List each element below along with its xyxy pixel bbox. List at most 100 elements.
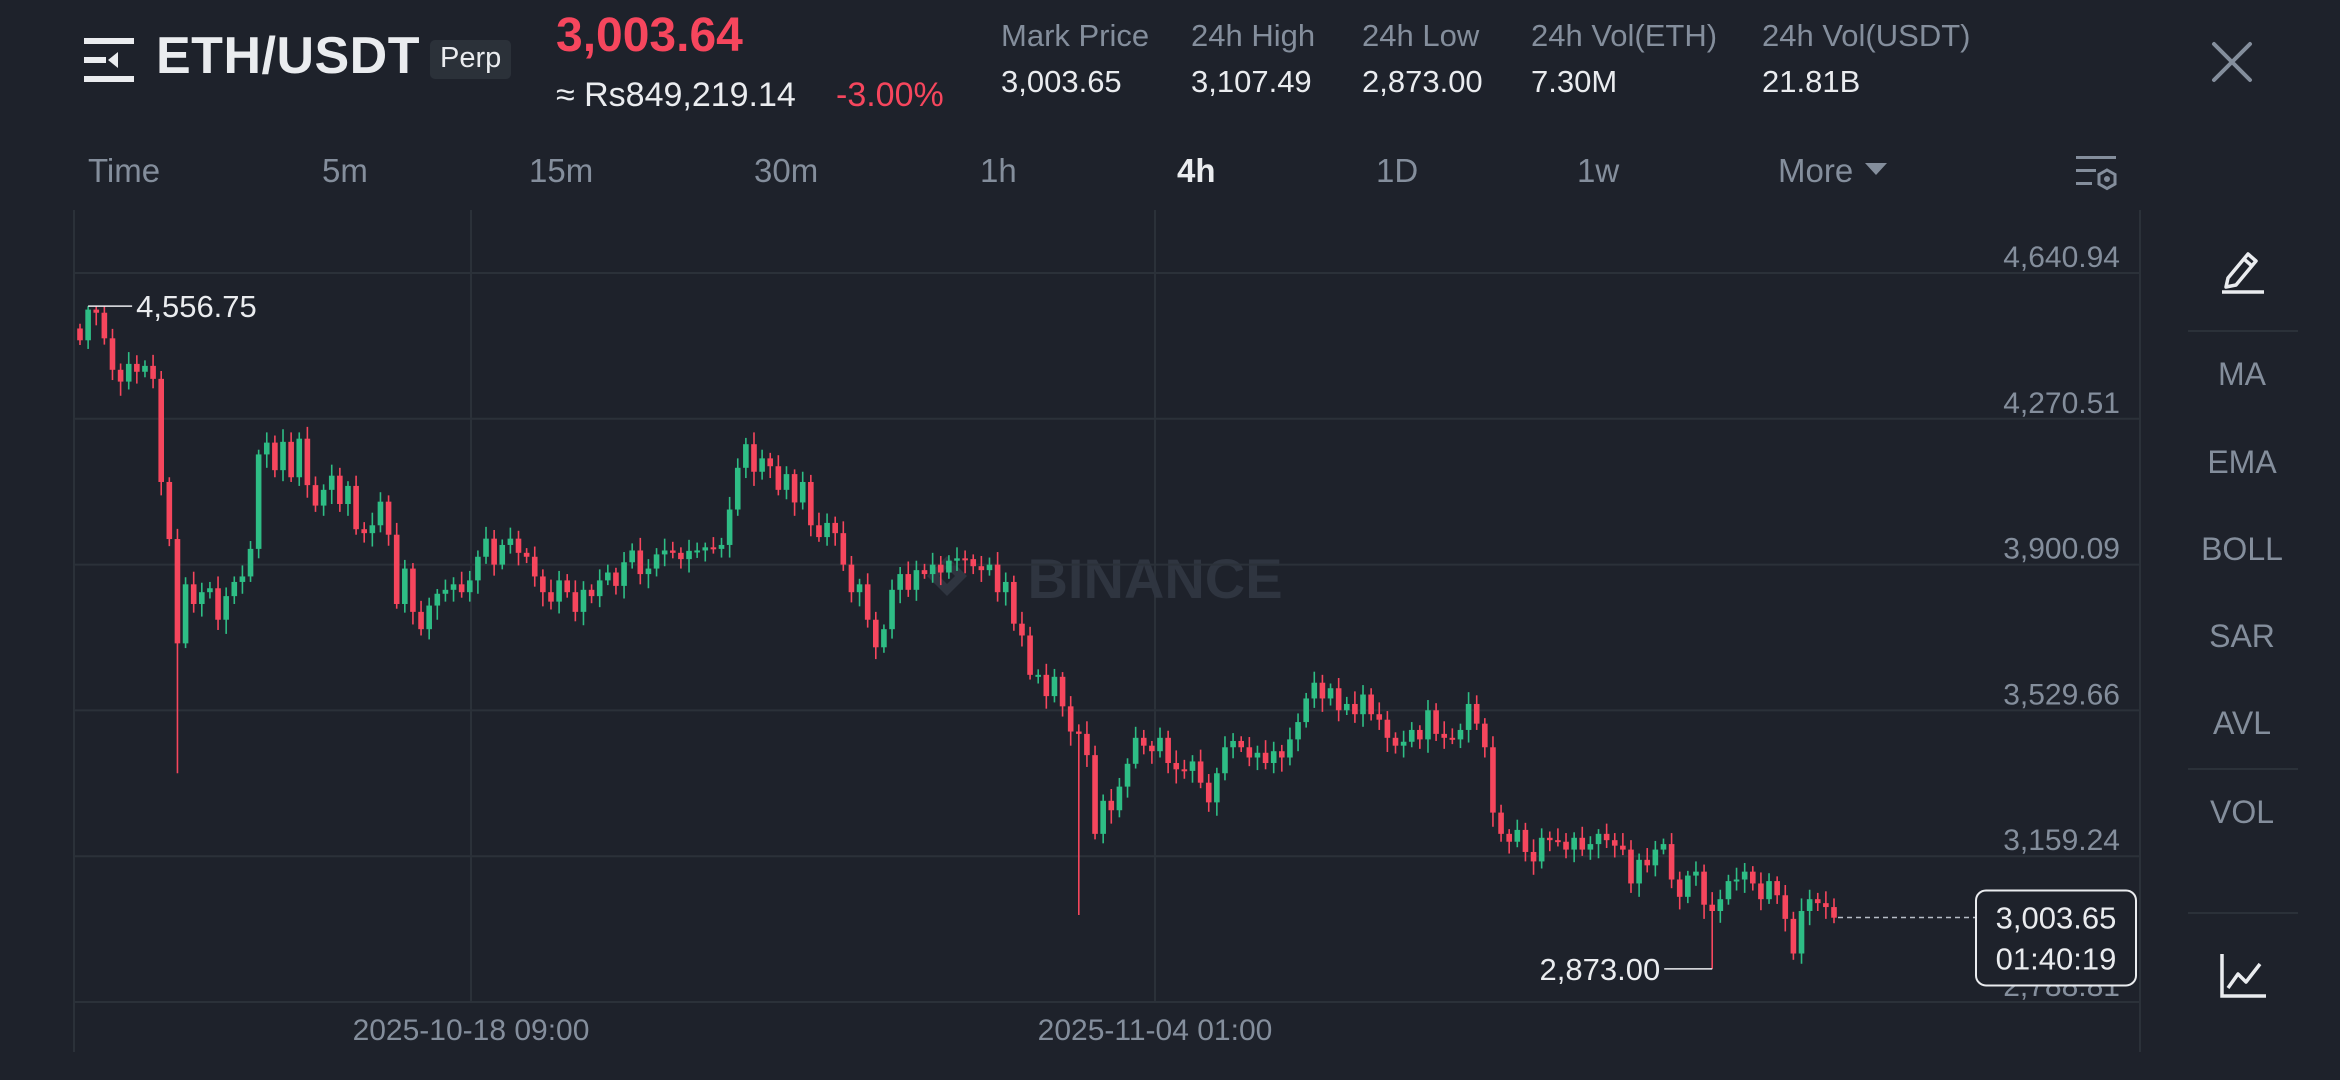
candle (101, 306, 108, 345)
candle-body (450, 584, 457, 590)
candle-body (434, 593, 441, 606)
candle-body (1400, 741, 1407, 746)
candle (190, 571, 197, 613)
candle (946, 555, 952, 579)
candle-body (1571, 837, 1577, 850)
candle-body (166, 481, 173, 540)
candle-body (848, 564, 855, 593)
high-24h-value: 3,107.49 (1191, 64, 1312, 99)
tab-1h[interactable]: 1h (980, 152, 1017, 189)
price-chart[interactable]: BINANCE 4,640.94 4,270.51 3,900.09 3,529.66… (0, 210, 2150, 1070)
indicator-ema[interactable]: EMA (2207, 444, 2277, 480)
candle (1749, 866, 1756, 891)
candle (466, 570, 473, 602)
pair-name[interactable]: ETH/USDT (156, 27, 420, 85)
candle (1685, 870, 1691, 904)
candle-body (856, 584, 863, 593)
candle (499, 539, 506, 570)
candle-body (702, 547, 709, 551)
y-axis: 4,640.94 4,270.51 3,900.09 3,529.66 3,159.24… (74, 241, 2140, 1003)
candle (686, 539, 692, 573)
y-tick-label: 4,270.51 (2003, 387, 2120, 420)
candle-body (1230, 740, 1236, 748)
candle-body (913, 570, 920, 590)
close-icon[interactable] (2208, 38, 2256, 86)
candle-body (1035, 674, 1042, 677)
candle-body (1392, 737, 1399, 746)
tab-5m[interactable]: 5m (322, 152, 368, 189)
candle (1295, 713, 1301, 752)
mark-price-value: 3,003.65 (1001, 64, 1122, 99)
candle-body (726, 509, 733, 545)
candle-body (645, 568, 652, 575)
candle (897, 566, 903, 604)
candle (1360, 685, 1366, 727)
indicator-ma[interactable]: MA (2218, 356, 2266, 392)
tab-1d[interactable]: 1D (1376, 152, 1419, 189)
tab-30m[interactable]: 30m (754, 152, 819, 189)
candle-body (1741, 871, 1748, 880)
candle-body (962, 558, 968, 561)
tab-1w[interactable]: 1w (1577, 152, 1620, 189)
timeframe-tabs: Time 5m 15m 30m 1h 4h 1D 1w More (0, 146, 2140, 202)
indicator-boll[interactable]: BOLL (2201, 531, 2283, 567)
candle-body (669, 550, 676, 553)
candle-body (247, 548, 254, 577)
candle-body (1449, 737, 1456, 740)
tab-more[interactable]: More (1778, 152, 1888, 190)
candle-body (207, 588, 213, 593)
tab-15m[interactable]: 15m (529, 152, 594, 189)
candle-body (190, 584, 197, 604)
x-tick-label: 2025-11-04 01:00 (1038, 1014, 1273, 1047)
candle (596, 569, 603, 608)
candle (962, 550, 968, 574)
menu-icon[interactable] (84, 36, 134, 84)
candle (1335, 677, 1342, 722)
candle (1400, 730, 1407, 758)
candle-body (1238, 740, 1245, 748)
candle-body (442, 589, 449, 594)
candle (385, 495, 392, 546)
candle (1814, 892, 1821, 912)
chart-settings-icon[interactable] (2074, 152, 2120, 196)
candle-body (1173, 763, 1180, 770)
candle (450, 577, 457, 602)
candle (125, 352, 132, 390)
candle (1758, 872, 1764, 911)
candle-body (1831, 907, 1837, 918)
candle-body (475, 556, 481, 581)
candle (1108, 788, 1115, 824)
candle (312, 476, 319, 512)
candle (1465, 692, 1472, 743)
candle-body (572, 592, 579, 612)
candle (1222, 736, 1228, 781)
candle (986, 557, 993, 576)
candle (166, 477, 173, 547)
indicator-vol[interactable]: VOL (2209, 794, 2275, 830)
candle-body (686, 550, 692, 560)
candle (832, 516, 838, 546)
candle (1343, 696, 1350, 715)
candle (678, 547, 684, 569)
candle-body (158, 378, 165, 482)
indicator-avl[interactable]: AVL (2212, 705, 2272, 741)
candle (710, 537, 717, 554)
candle-body (954, 558, 960, 561)
candle (1806, 889, 1813, 926)
candle-body (1693, 871, 1699, 876)
candle-body (1140, 737, 1147, 746)
tab-4h[interactable]: 4h (1177, 152, 1216, 189)
tab-time[interactable]: Time (88, 152, 161, 189)
indicator-sar[interactable]: SAR (2209, 618, 2275, 654)
candle (994, 552, 1001, 602)
candle-body (1457, 729, 1464, 740)
pencil-icon[interactable] (2218, 246, 2268, 294)
candle-body (743, 444, 749, 468)
line-chart-icon[interactable] (2218, 952, 2268, 1000)
candle (280, 429, 286, 482)
candle (361, 522, 368, 543)
candle-body (1482, 723, 1488, 748)
candle (929, 552, 936, 583)
candle (515, 530, 522, 566)
candlestick-chart[interactable]: BINANCE 4,640.94 4,270.51 3,900.09 3,529.66… (0, 210, 2150, 1070)
